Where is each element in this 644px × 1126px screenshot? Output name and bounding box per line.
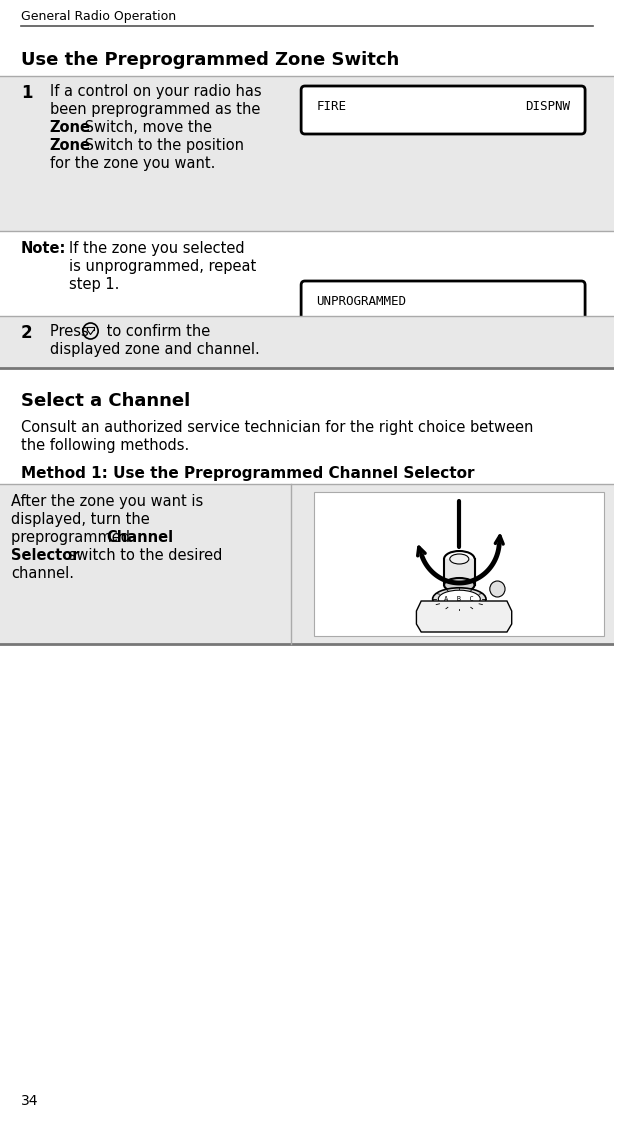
- Text: is unprogrammed, repeat: is unprogrammed, repeat: [69, 259, 256, 274]
- Text: displayed zone and channel.: displayed zone and channel.: [50, 342, 260, 357]
- Text: switch to the desired: switch to the desired: [64, 548, 222, 563]
- Text: 34: 34: [21, 1094, 39, 1108]
- Text: General Radio Operation: General Radio Operation: [21, 10, 176, 23]
- Circle shape: [490, 581, 505, 597]
- Text: Select a Channel: Select a Channel: [21, 392, 190, 410]
- Text: 2: 2: [21, 324, 33, 342]
- Ellipse shape: [444, 551, 475, 568]
- Text: FIRE: FIRE: [316, 100, 346, 113]
- Text: displayed, turn the: displayed, turn the: [12, 512, 150, 527]
- Text: channel.: channel.: [12, 566, 75, 581]
- Text: the following methods.: the following methods.: [21, 438, 189, 453]
- Text: 1: 1: [21, 84, 32, 102]
- Ellipse shape: [433, 588, 486, 610]
- Text: for the zone you want.: for the zone you want.: [50, 157, 215, 171]
- FancyBboxPatch shape: [301, 282, 585, 325]
- Text: If the zone you selected: If the zone you selected: [69, 241, 244, 256]
- Text: DISPNW: DISPNW: [525, 100, 570, 113]
- Text: A  B  C: A B C: [444, 596, 474, 602]
- Text: to confirm the: to confirm the: [102, 324, 210, 339]
- Text: Use the Preprogrammed Zone Switch: Use the Preprogrammed Zone Switch: [21, 51, 399, 69]
- Text: Channel: Channel: [107, 530, 174, 545]
- Text: Switch, move the: Switch, move the: [80, 120, 212, 135]
- Ellipse shape: [444, 578, 475, 592]
- Text: Zone: Zone: [50, 138, 91, 153]
- Polygon shape: [417, 601, 512, 632]
- Text: Press: Press: [50, 324, 93, 339]
- Text: Selector: Selector: [12, 548, 80, 563]
- Ellipse shape: [450, 554, 469, 564]
- FancyBboxPatch shape: [301, 86, 585, 134]
- Ellipse shape: [439, 590, 480, 608]
- Text: If a control on your radio has: If a control on your radio has: [50, 84, 261, 99]
- Bar: [314, 492, 604, 636]
- Text: Switch to the position: Switch to the position: [80, 138, 244, 153]
- Text: been preprogrammed as the: been preprogrammed as the: [50, 102, 260, 117]
- Text: preprogrammed: preprogrammed: [12, 530, 135, 545]
- Text: UNPROGRAMMED: UNPROGRAMMED: [316, 295, 406, 309]
- Text: Consult an authorized service technician for the right choice between: Consult an authorized service technician…: [21, 420, 533, 435]
- Text: Method 1: Use the Preprogrammed Channel Selector: Method 1: Use the Preprogrammed Channel …: [21, 466, 475, 481]
- Bar: [0, 75, 614, 231]
- Text: step 1.: step 1.: [69, 277, 119, 292]
- Text: After the zone you want is: After the zone you want is: [12, 494, 204, 509]
- Text: Note:: Note:: [21, 241, 66, 256]
- Bar: [0, 484, 614, 644]
- Bar: [0, 316, 614, 368]
- Text: Zone: Zone: [50, 120, 91, 135]
